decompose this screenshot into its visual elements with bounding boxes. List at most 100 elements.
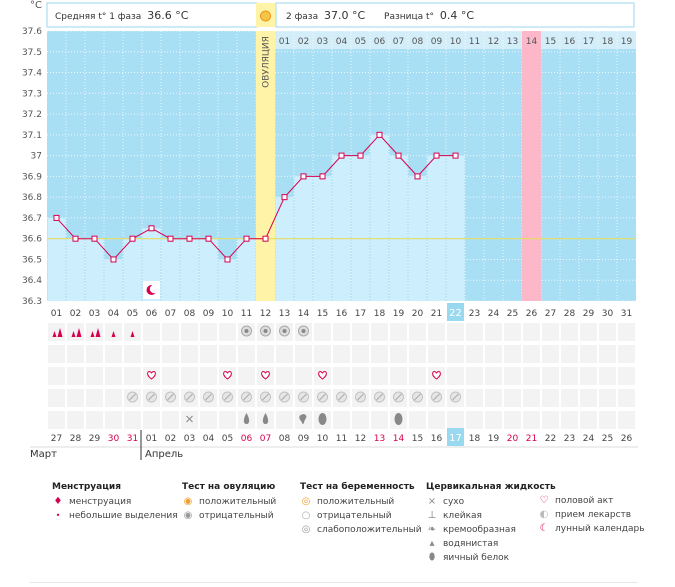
pill-mark-line: [205, 393, 212, 401]
eggwhite-mark: [394, 413, 403, 425]
marker-cell: [599, 323, 616, 341]
marker-cell: [105, 389, 122, 407]
phase2-day-label: 09: [431, 37, 443, 47]
temperature-bar: [180, 238, 199, 301]
marker-cell: [371, 367, 388, 385]
marker-cell: [276, 411, 293, 429]
marker-cell: [143, 345, 160, 363]
calendar-date: 26: [621, 434, 633, 444]
y-tick-label: 36.3: [22, 297, 42, 307]
marker-cell: [580, 323, 597, 341]
marker-cell: [314, 323, 331, 341]
pill-mark-line: [357, 393, 364, 401]
legend-cervical-item: водянистая: [443, 539, 499, 549]
heart-icon: ♡: [539, 495, 549, 506]
calendar-date: 11: [336, 434, 347, 444]
y-tick-label: 36.6: [22, 235, 42, 245]
marker-cell: [219, 411, 236, 429]
temperature-bar: [370, 134, 389, 301]
phase2-day-label: 07: [393, 37, 404, 47]
legend-pregnancy-test-item: слабоположительный: [317, 525, 422, 535]
phase2-day-label: 06: [374, 37, 386, 47]
legend-ovulation-test-item: положительный: [199, 497, 277, 507]
marker-cell: [86, 389, 103, 407]
marker-cell: [504, 345, 521, 363]
cycle-day-label: 30: [602, 309, 614, 319]
temperature-bar: [275, 197, 294, 301]
marker-cell: [561, 411, 578, 429]
legend-other-item: лунный календарь: [555, 524, 645, 534]
heart-mark: [261, 371, 270, 380]
ovulation-test-negative-core: [244, 329, 249, 333]
calendar-date: 13: [374, 434, 385, 444]
eggwhite-mark: [318, 413, 327, 425]
marker-cell: [428, 345, 445, 363]
phase2-label: 2 фаза: [286, 12, 319, 22]
ovulation-test-positive-icon: ◉: [183, 496, 193, 507]
cycle-day-label: 18: [374, 309, 386, 319]
ovulation-column: [256, 31, 275, 301]
sun-icon: [260, 10, 271, 22]
y-tick-label: 37.3: [22, 89, 42, 99]
marker-cell: [599, 389, 616, 407]
temperature-point: [148, 225, 155, 232]
marker-cell: [105, 367, 122, 385]
pill-mark-line: [148, 393, 155, 401]
cycle-day-label: 28: [564, 309, 576, 319]
phase2-day-label: 03: [317, 37, 328, 47]
cycle-day-label: 21: [431, 309, 442, 319]
marker-cell: [466, 389, 483, 407]
header-box-phase2: [275, 2, 635, 28]
marker-cell: [48, 367, 65, 385]
temperature-point: [243, 235, 250, 242]
pill-mark-line: [262, 393, 269, 401]
calendar-date: 09: [298, 434, 310, 444]
today-date-cell: [447, 428, 464, 446]
phase2-day-label: 08: [412, 37, 424, 47]
calendar-date: 24: [583, 434, 595, 444]
marker-cell: [390, 367, 407, 385]
dry-icon: ×: [427, 496, 437, 507]
marker-cell: [314, 345, 331, 363]
marker-cell: [466, 345, 483, 363]
marker-cell: [542, 367, 559, 385]
marker-cell: [485, 345, 502, 363]
calendar-date: 22: [545, 434, 556, 444]
spotting-drop: [111, 331, 116, 337]
cycle-day-label: 06: [146, 309, 158, 319]
marker-cell: [67, 389, 84, 407]
temperature-point: [205, 235, 212, 242]
y-tick-label: 37.1: [22, 131, 42, 141]
pill-mark-line: [414, 393, 421, 401]
cycle-day-label: 12: [260, 309, 271, 319]
pill-mark-line: [224, 393, 231, 401]
marker-cell: [352, 411, 369, 429]
marker-cell: [523, 367, 540, 385]
diff-label: Разница t°: [384, 12, 435, 22]
marker-cell: [67, 345, 84, 363]
marker-cell: [67, 367, 84, 385]
marker-cell: [276, 367, 293, 385]
legend-menstruation-item: небольшие выделения: [69, 511, 178, 521]
temperature-point: [91, 235, 98, 242]
legend-menstruation-item: менструация: [69, 497, 132, 507]
marker-cell: [599, 367, 616, 385]
marker-cell: [333, 367, 350, 385]
legend-other-item: половой акт: [555, 496, 614, 506]
temperature-point: [224, 256, 231, 263]
marker-cell: [447, 323, 464, 341]
y-tick-label: 37.5: [22, 48, 42, 58]
marker-cell: [580, 389, 597, 407]
phase2-day-label: 02: [298, 37, 309, 47]
marker-cell: [580, 367, 597, 385]
menstruation-drop: [71, 331, 76, 337]
cycle-day-label: 19: [393, 309, 405, 319]
marker-cell: [124, 345, 141, 363]
marker-cell: [618, 367, 635, 385]
unit-label: °C: [30, 0, 42, 11]
y-tick-label: 36.8: [22, 193, 42, 203]
temperature-bar: [123, 238, 142, 301]
menstruation-drop: [95, 328, 101, 337]
pill-icon: ◐: [539, 509, 549, 520]
y-tick-label: 37.2: [22, 110, 42, 120]
